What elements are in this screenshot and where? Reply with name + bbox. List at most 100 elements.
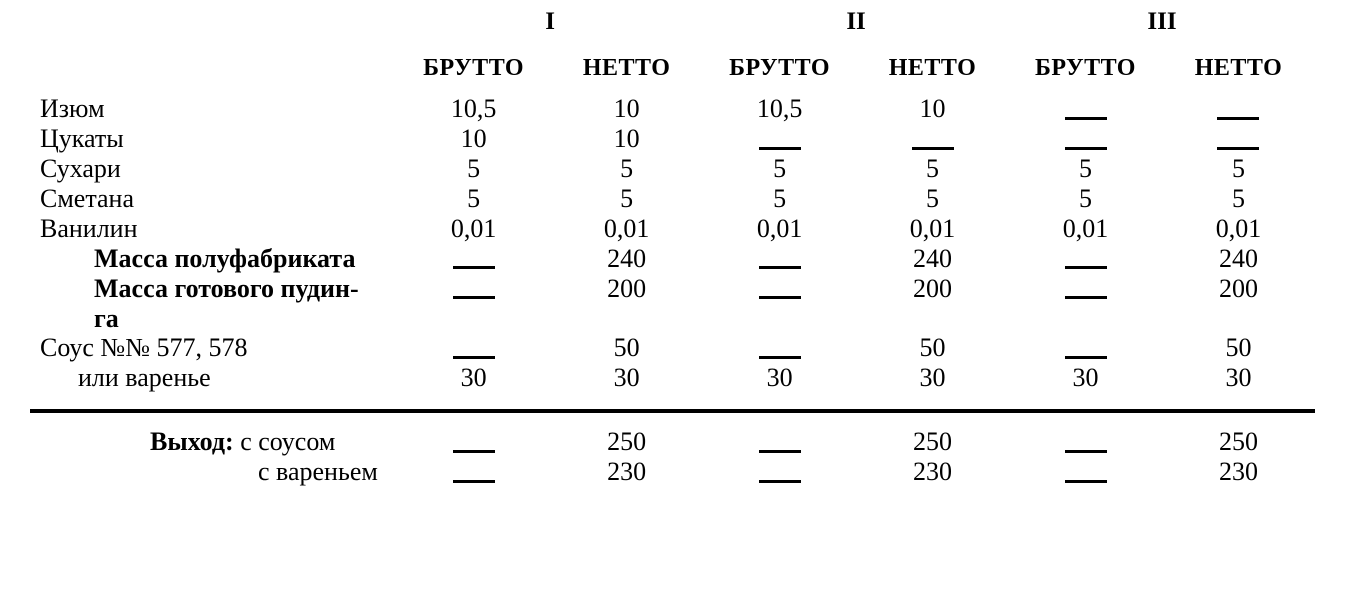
table-row: или варенье303030303030 <box>30 363 1315 393</box>
table-cell <box>1009 304 1162 334</box>
table-cell <box>1162 94 1315 124</box>
table-cell: 5 <box>1162 184 1315 214</box>
table-cell: 5 <box>1009 154 1162 184</box>
divider <box>30 409 1315 413</box>
dash-icon <box>1065 480 1107 483</box>
dash-icon <box>1065 356 1107 359</box>
yield-row: Выход: с соусом 250 250 250 <box>30 427 1315 457</box>
table-cell: 10,5 <box>397 94 550 124</box>
table-cell: 200 <box>550 274 703 304</box>
row-label: Масса полуфабриката <box>30 244 397 274</box>
table-cell: 230 <box>550 457 703 487</box>
table-cell: 10 <box>397 124 550 154</box>
table-cell <box>703 333 856 363</box>
table-cell: 10 <box>550 124 703 154</box>
table-cell <box>1009 457 1162 487</box>
table-row: Соус №№ 577, 578505050 <box>30 333 1315 363</box>
dash-icon <box>1065 450 1107 453</box>
table-cell: 5 <box>1009 184 1162 214</box>
table-cell: 5 <box>550 154 703 184</box>
table-row: га <box>30 304 1315 334</box>
dash-icon <box>759 480 801 483</box>
table-cell <box>703 274 856 304</box>
table-cell <box>856 124 1009 154</box>
table-row: Сухари555555 <box>30 154 1315 184</box>
row-label: Изюм <box>30 94 397 124</box>
yield-sublabel: с соусом <box>240 427 335 456</box>
dash-icon <box>759 147 801 150</box>
table-cell: 5 <box>703 154 856 184</box>
table-cell: 10 <box>550 94 703 124</box>
table-cell <box>397 244 550 274</box>
table-cell: 30 <box>1009 363 1162 393</box>
table-cell: 0,01 <box>397 214 550 244</box>
header-sub-row: БРУТТО НЕТТО БРУТТО НЕТТО БРУТТО НЕТТО <box>30 37 1315 95</box>
dash-icon <box>453 450 495 453</box>
table-cell <box>1009 94 1162 124</box>
dash-icon <box>453 356 495 359</box>
table-cell: 250 <box>1162 427 1315 457</box>
table-cell <box>1162 304 1315 334</box>
table-cell <box>397 304 550 334</box>
table-cell: 230 <box>1162 457 1315 487</box>
table-cell: 5 <box>397 184 550 214</box>
row-label: Соус №№ 577, 578 <box>30 333 397 363</box>
table-cell: 30 <box>856 363 1009 393</box>
table-cell <box>397 457 550 487</box>
dash-icon <box>453 296 495 299</box>
row-label: Сметана <box>30 184 397 214</box>
group-2: II <box>703 8 1009 37</box>
yield-sublabel: с вареньем <box>30 457 397 487</box>
col-3-brutto: БРУТТО <box>1009 37 1162 95</box>
table-cell <box>397 333 550 363</box>
col-1-netto: НЕТТО <box>550 37 703 95</box>
dash-icon <box>759 296 801 299</box>
table-cell: 5 <box>550 184 703 214</box>
dash-icon <box>453 266 495 269</box>
dash-icon <box>1065 117 1107 120</box>
table-cell <box>397 274 550 304</box>
table-cell: 250 <box>856 427 1009 457</box>
dash-icon <box>759 450 801 453</box>
yield-body: Выход: с соусом 250 250 250 с вареньем 230 230… <box>30 427 1315 487</box>
col-2-brutto: БРУТТО <box>703 37 856 95</box>
table-row: Изюм10,51010,510 <box>30 94 1315 124</box>
recipe-table: I II III БРУТТО НЕТТО БРУТТО НЕТТО БРУТТ… <box>30 8 1315 487</box>
table-cell: 10 <box>856 94 1009 124</box>
table-cell: 230 <box>856 457 1009 487</box>
table-cell: 0,01 <box>550 214 703 244</box>
table-cell: 200 <box>856 274 1009 304</box>
table-cell: 10,5 <box>703 94 856 124</box>
row-label: Сухари <box>30 154 397 184</box>
table-cell <box>1162 124 1315 154</box>
group-3: III <box>1009 8 1315 37</box>
table-cell: 240 <box>550 244 703 274</box>
table-cell <box>550 304 703 334</box>
table-cell: 200 <box>1162 274 1315 304</box>
row-label: Ванилин <box>30 214 397 244</box>
yield-title-label: Выход: с соусом <box>30 427 397 457</box>
dash-icon <box>1065 266 1107 269</box>
table-cell: 5 <box>856 184 1009 214</box>
group-1: I <box>397 8 703 37</box>
table-cell: 0,01 <box>1009 214 1162 244</box>
table-cell: 5 <box>397 154 550 184</box>
table-cell: 240 <box>856 244 1009 274</box>
table-cell: 0,01 <box>856 214 1009 244</box>
row-label: га <box>30 304 397 334</box>
table-cell: 250 <box>550 427 703 457</box>
table-cell: 5 <box>703 184 856 214</box>
table-row: Ванилин0,010,010,010,010,010,01 <box>30 214 1315 244</box>
table-cell <box>1009 333 1162 363</box>
table-row: Масса готового пудин-200200200 <box>30 274 1315 304</box>
recipe-table-sheet: I II III БРУТТО НЕТТО БРУТТО НЕТТО БРУТТ… <box>0 0 1345 497</box>
table-cell <box>703 457 856 487</box>
table-cell: 50 <box>550 333 703 363</box>
col-1-brutto: БРУТТО <box>397 37 550 95</box>
table-cell <box>1009 274 1162 304</box>
table-cell: 240 <box>1162 244 1315 274</box>
table-cell <box>1009 124 1162 154</box>
table-row: Масса полуфабриката 240 240 240 <box>30 244 1315 274</box>
dash-icon <box>1065 296 1107 299</box>
row-label: или варенье <box>30 363 397 393</box>
